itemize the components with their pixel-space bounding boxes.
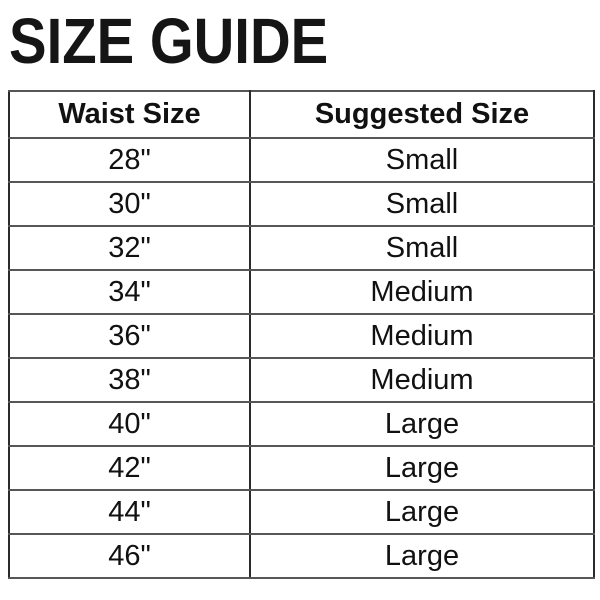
waist-size-cell: 42" (8, 445, 251, 491)
table-row: 36" Medium (8, 313, 595, 359)
waist-size-cell: 40" (8, 401, 251, 447)
suggested-size-cell: Large (249, 445, 595, 491)
suggested-size-cell: Large (249, 401, 595, 447)
waist-size-cell: 34" (8, 269, 251, 315)
table-header-row: Waist Size Suggested Size (8, 90, 595, 139)
waist-size-cell: 28" (8, 137, 251, 183)
waist-size-cell: 44" (8, 489, 251, 535)
suggested-size-cell: Medium (249, 269, 595, 315)
table-row: 30" Small (8, 181, 595, 227)
waist-size-cell: 30" (8, 181, 251, 227)
header-waist-size: Waist Size (8, 90, 251, 139)
suggested-size-cell: Large (249, 533, 595, 579)
waist-size-cell: 46" (8, 533, 251, 579)
table-row: 42" Large (8, 445, 595, 491)
suggested-size-cell: Large (249, 489, 595, 535)
table-row: 38" Medium (8, 357, 595, 403)
waist-size-cell: 38" (8, 357, 251, 403)
suggested-size-cell: Medium (249, 313, 595, 359)
table-row: 46" Large (8, 533, 595, 579)
waist-size-cell: 36" (8, 313, 251, 359)
table-row: 40" Large (8, 401, 595, 447)
suggested-size-cell: Medium (249, 357, 595, 403)
size-guide-table: Waist Size Suggested Size 28" Small 30" … (8, 90, 595, 579)
table-row: 44" Large (8, 489, 595, 535)
waist-size-cell: 32" (8, 225, 251, 271)
header-suggested-size: Suggested Size (249, 90, 595, 139)
table-row: 32" Small (8, 225, 595, 271)
suggested-size-cell: Small (249, 137, 595, 183)
table-row: 28" Small (8, 137, 595, 183)
table-row: 34" Medium (8, 269, 595, 315)
page-title: SIZE GUIDE (9, 5, 329, 77)
suggested-size-cell: Small (249, 225, 595, 271)
suggested-size-cell: Small (249, 181, 595, 227)
